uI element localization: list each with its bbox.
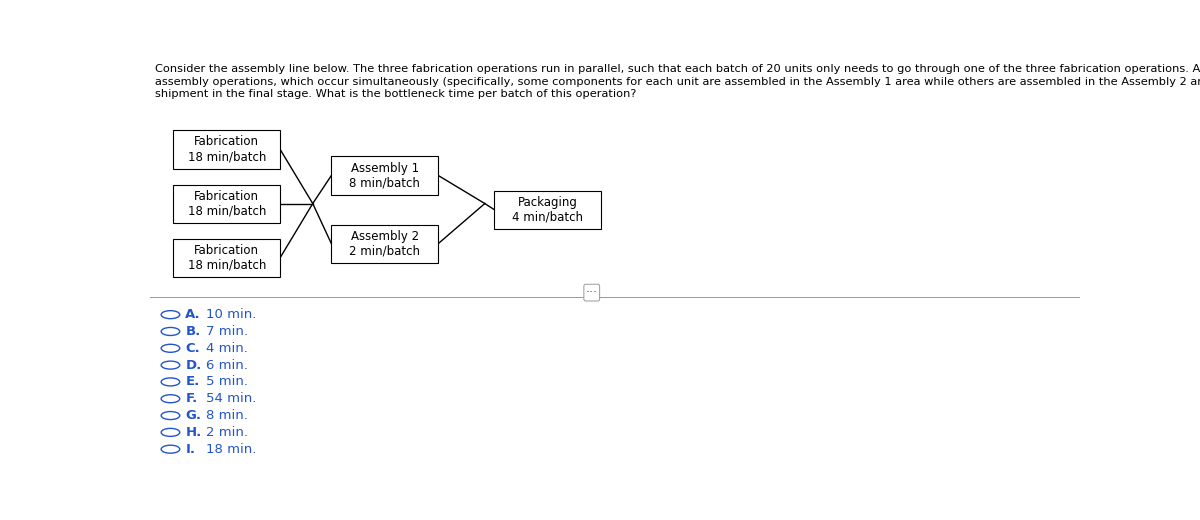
Text: Fabrication
18 min/batch: Fabrication 18 min/batch — [187, 136, 266, 163]
FancyBboxPatch shape — [331, 157, 438, 194]
Text: Assembly 2
2 min/batch: Assembly 2 2 min/batch — [349, 230, 420, 257]
Text: 5 min.: 5 min. — [206, 375, 248, 388]
Text: 7 min.: 7 min. — [206, 325, 248, 338]
Text: 4 min.: 4 min. — [206, 342, 247, 355]
Text: 18 min.: 18 min. — [206, 443, 256, 456]
Text: Assembly 1
8 min/batch: Assembly 1 8 min/batch — [349, 162, 420, 189]
FancyBboxPatch shape — [173, 239, 281, 277]
Text: 10 min.: 10 min. — [206, 308, 256, 321]
Text: Fabrication
18 min/batch: Fabrication 18 min/batch — [187, 190, 266, 217]
FancyBboxPatch shape — [331, 225, 438, 263]
Text: H.: H. — [185, 426, 202, 439]
Text: A.: A. — [185, 308, 200, 321]
Text: 6 min.: 6 min. — [206, 359, 247, 372]
Text: ···: ··· — [586, 286, 598, 299]
FancyBboxPatch shape — [173, 185, 281, 223]
Text: 8 min.: 8 min. — [206, 409, 247, 422]
Text: 54 min.: 54 min. — [206, 392, 256, 405]
Text: I.: I. — [185, 443, 196, 456]
Text: B.: B. — [185, 325, 200, 338]
Text: E.: E. — [185, 375, 199, 388]
Text: Packaging
4 min/batch: Packaging 4 min/batch — [512, 196, 583, 224]
Text: G.: G. — [185, 409, 202, 422]
Text: Consider the assembly line below. The three fabrication operations run in parall: Consider the assembly line below. The th… — [155, 64, 1200, 99]
Text: F.: F. — [185, 392, 198, 405]
FancyBboxPatch shape — [173, 131, 281, 168]
Text: 2 min.: 2 min. — [206, 426, 248, 439]
FancyBboxPatch shape — [494, 190, 601, 229]
Text: D.: D. — [185, 359, 202, 372]
Text: C.: C. — [185, 342, 200, 355]
Text: Fabrication
18 min/batch: Fabrication 18 min/batch — [187, 243, 266, 271]
